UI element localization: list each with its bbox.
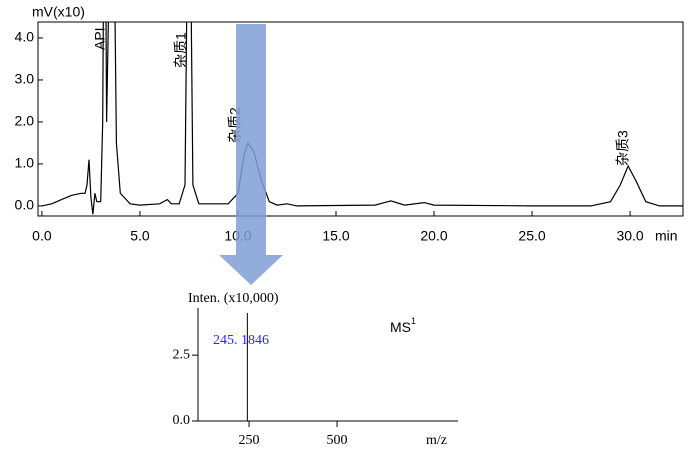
y-tick-label: 3.0 — [15, 71, 35, 87]
peak-annotation: API — [92, 27, 108, 50]
ms-superscript: 1 — [411, 316, 416, 326]
chromatogram: 0.01.02.03.04.00.05.010.015.020.025.030.… — [15, 4, 684, 244]
plot-frame — [37, 21, 684, 217]
y-tick-label: 1.0 — [15, 155, 35, 171]
chromatogram-line — [41, 22, 683, 215]
x-tick-label: 25.0 — [518, 228, 545, 244]
x-tick-label: 15.0 — [322, 228, 349, 244]
y-tick-label: 0.0 — [15, 197, 35, 213]
x-tick-label: 30.0 — [616, 228, 643, 244]
y-axis-label: mV(x10) — [32, 4, 85, 20]
peak-annotation: 杂质1 — [173, 32, 189, 68]
mass-spectrum: 0.0 2.5 250 500 Inten. (x10,000) m/z 245. 1846… — [173, 291, 458, 448]
peak-annotation: 杂质3 — [615, 130, 631, 166]
x-tick-label: 0.0 — [32, 228, 52, 244]
x-tick-label: 250 — [239, 433, 260, 448]
y-axis-label: Inten. (x10,000) — [188, 291, 279, 306]
x-axis-label: m/z — [426, 433, 447, 448]
ms-text: MS — [390, 319, 411, 335]
y-tick-label: 4.0 — [15, 29, 35, 45]
ms-annotation: MS1 — [390, 316, 416, 334]
y-tick-label: 2.0 — [15, 113, 35, 129]
x-axis-label: min — [655, 228, 678, 244]
y-tick-label: 0.0 — [173, 413, 191, 428]
x-tick-label: 5.0 — [130, 228, 150, 244]
y-tick-label: 2.5 — [173, 347, 191, 362]
x-tick-label: 500 — [327, 433, 348, 448]
peak-label: 245. 1846 — [213, 333, 269, 348]
x-tick-label: 20.0 — [420, 228, 447, 244]
arrow — [219, 24, 283, 285]
